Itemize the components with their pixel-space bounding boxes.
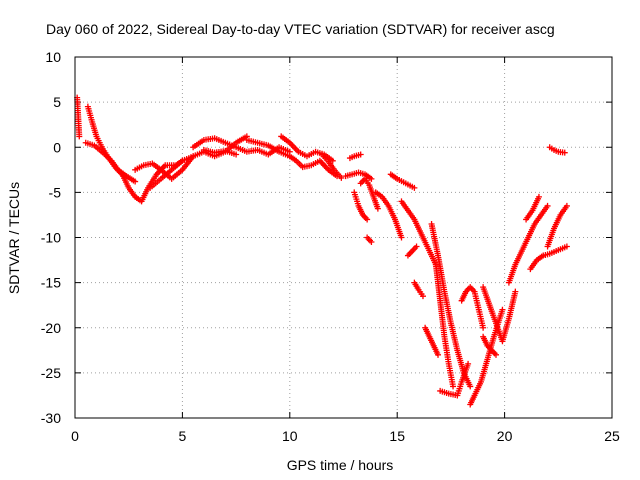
series-arc24 — [428, 220, 474, 390]
y-tick-label: -25 — [41, 365, 61, 381]
data-point — [499, 306, 506, 313]
data-point — [132, 178, 139, 185]
data-point — [411, 184, 418, 191]
grid-lines — [75, 57, 612, 418]
series-arc15 — [357, 175, 381, 212]
series-arc28 — [467, 306, 506, 408]
series-arc14 — [342, 169, 375, 182]
series-arc34 — [544, 202, 570, 250]
plot-frame — [74, 56, 613, 419]
y-tick-label: 5 — [53, 94, 61, 110]
chart-title: Day 060 of 2022, Sidereal Day-to-day VTE… — [46, 21, 555, 37]
series-arc31 — [505, 202, 551, 286]
series-arc21 — [404, 243, 420, 259]
series-arc29 — [480, 284, 519, 345]
data-point — [357, 151, 364, 158]
data-point — [368, 239, 375, 246]
data-point — [364, 216, 371, 223]
series-arc18 — [372, 189, 405, 241]
x-tick-label: 0 — [71, 428, 79, 444]
series-arc08 — [200, 146, 240, 158]
data-point — [512, 288, 519, 295]
series-arc22 — [411, 279, 426, 300]
y-tick-label: 10 — [45, 49, 61, 65]
series-arc23 — [422, 324, 442, 358]
data-point — [419, 293, 426, 300]
data-point — [561, 149, 568, 156]
series-arc35 — [546, 144, 568, 156]
data-point — [467, 383, 474, 390]
x-tick-label: 20 — [497, 428, 513, 444]
series-arc20 — [398, 198, 439, 268]
data-point — [329, 157, 336, 164]
y-tick-label: -30 — [41, 410, 61, 426]
y-tick-label: -20 — [41, 320, 61, 336]
x-axis-label: GPS time / hours — [287, 457, 394, 473]
data-point — [480, 324, 487, 331]
series-arc02 — [84, 103, 128, 180]
y-tick-label: -10 — [41, 230, 61, 246]
series-arc26 — [437, 360, 472, 399]
x-tick-label: 5 — [179, 428, 187, 444]
series-arc27 — [458, 284, 487, 331]
data-point — [233, 151, 240, 158]
data-point — [76, 133, 83, 140]
series-arc19 — [387, 171, 418, 191]
series-arc13 — [346, 151, 364, 162]
data-point — [374, 205, 381, 212]
series-arc11 — [286, 153, 341, 180]
series-arc25 — [432, 261, 457, 390]
y-tick-label: -15 — [41, 275, 61, 291]
series-arc17 — [364, 234, 375, 246]
data-point — [563, 243, 570, 250]
data-point — [398, 234, 405, 241]
data-point — [535, 193, 542, 200]
data-point — [493, 351, 500, 358]
data-points — [74, 94, 570, 408]
series-arc33 — [527, 243, 570, 273]
data-point — [435, 351, 442, 358]
data-point — [544, 202, 551, 209]
data-point — [563, 202, 570, 209]
data-point — [338, 174, 345, 181]
x-tick-label: 25 — [604, 428, 620, 444]
series-arc12 — [319, 151, 345, 181]
y-tick-label: 0 — [53, 139, 61, 155]
series-arc04 — [119, 157, 186, 205]
series-arc16 — [351, 189, 371, 223]
axis-ticks: 0 5 10 15 20 25 -30 -25 -20 -15 -10 -5 0 5 10 — [41, 49, 620, 444]
series-arc30 — [480, 333, 500, 358]
data-point — [450, 383, 457, 390]
series-arc32 — [523, 193, 542, 223]
x-tick-label: 15 — [389, 428, 405, 444]
y-tick-label: -5 — [49, 184, 62, 200]
y-axis-label: SDTVAR / TECUs — [6, 182, 22, 294]
data-point — [465, 360, 472, 367]
data-point — [413, 243, 420, 250]
x-tick-label: 10 — [282, 428, 298, 444]
series-arc03 — [82, 139, 139, 185]
series-arc01 — [74, 94, 83, 140]
series-arc07 — [190, 135, 293, 158]
data-point — [368, 175, 375, 182]
